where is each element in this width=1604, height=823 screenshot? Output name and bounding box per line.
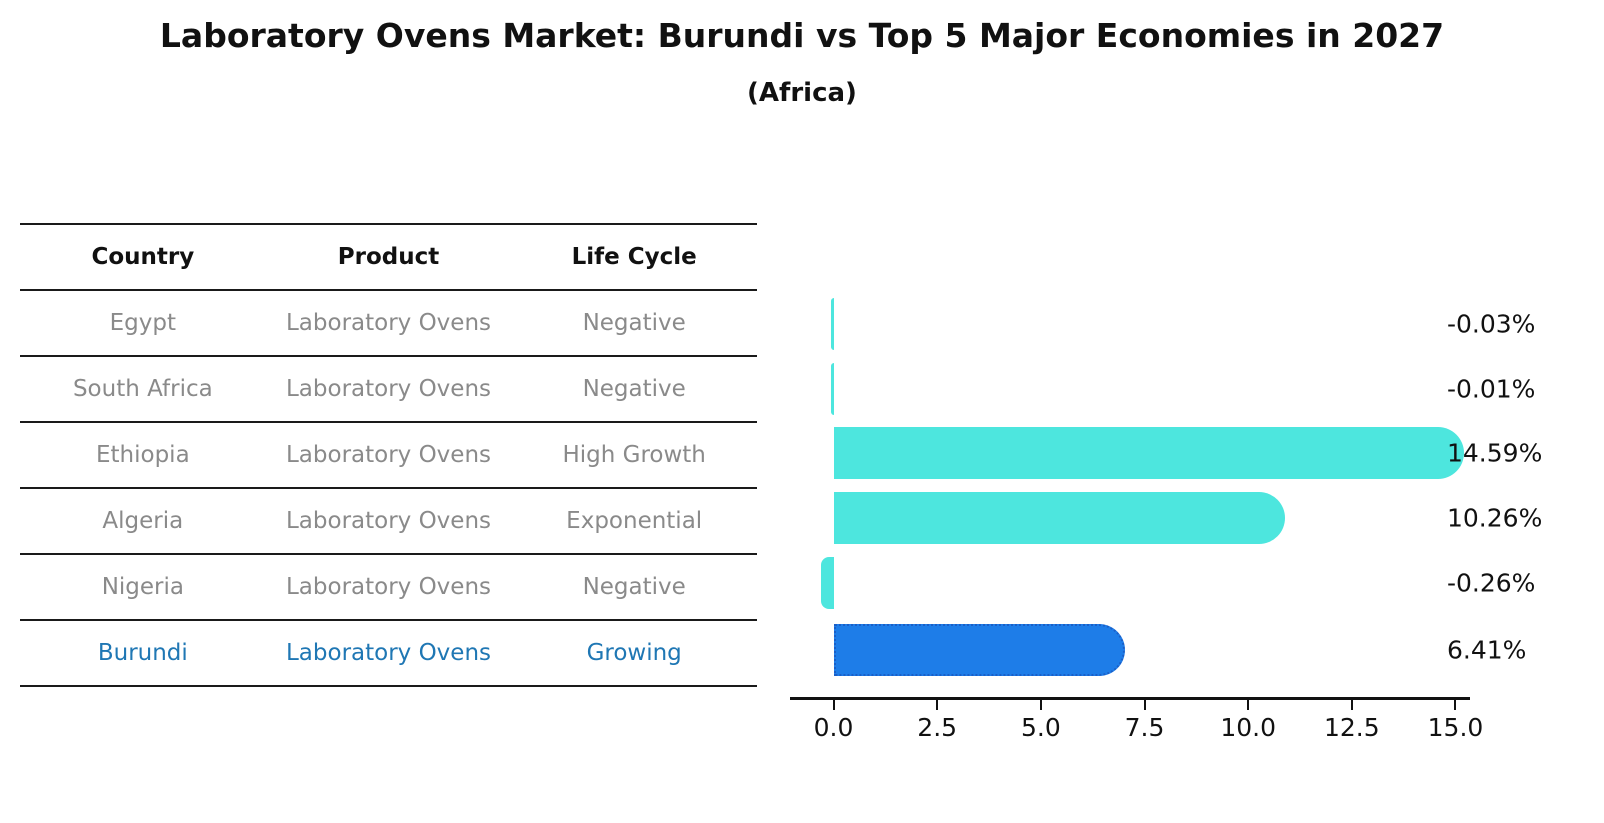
x-axis-tick-label: 2.5 (917, 713, 958, 742)
bar-value-label: -0.03% (1447, 309, 1536, 339)
bar-algeria (833, 492, 1285, 544)
table-cell-life-cycle: Exponential (566, 508, 703, 534)
bar-value-label: 6.41% (1447, 635, 1527, 665)
bar-value-label: 10.26% (1447, 503, 1543, 533)
x-axis-tick (832, 699, 835, 710)
table-cell-country: Algeria (102, 508, 184, 534)
x-axis-tick-label: 7.5 (1124, 713, 1165, 742)
table-cell-product: Laboratory Ovens (285, 310, 492, 336)
x-axis-tick-label: 15.0 (1427, 713, 1484, 742)
x-axis-tick-label: 0.0 (813, 713, 854, 742)
table-row: Egypt Laboratory Ovens Negative (20, 289, 757, 355)
table-cell-country: Egypt (109, 310, 177, 336)
bar-south-africa (831, 363, 834, 415)
table-cell-country: South Africa (72, 376, 213, 402)
table-row: South Africa Laboratory Ovens Negative (20, 355, 757, 421)
table-header-country: Country (91, 244, 195, 270)
summary-table: Country Product Life Cycle Egypt Laboratory … (20, 223, 757, 687)
x-axis-tick-label: 10.0 (1220, 713, 1276, 742)
table-cell-country: Nigeria (101, 574, 184, 600)
bar-egypt (830, 298, 834, 350)
bar-ethiopia (833, 427, 1465, 479)
table-cell-life-cycle: Negative (582, 376, 686, 402)
table-row: Nigeria Laboratory Ovens Negative (20, 553, 757, 619)
bar-value-label: -0.26% (1447, 568, 1536, 598)
table-cell-product: Laboratory Ovens (285, 376, 492, 402)
table-row: Ethiopia Laboratory Ovens High Growth (20, 421, 757, 487)
table-cell-product: Laboratory Ovens (285, 640, 492, 666)
table-cell-life-cycle: High Growth (562, 442, 706, 468)
table-cell-product: Laboratory Ovens (285, 508, 492, 534)
x-axis-tick (936, 699, 939, 710)
table-cell-life-cycle: Growing (586, 640, 682, 666)
bar-value-label: -0.01% (1447, 374, 1536, 404)
table-cell-product: Laboratory Ovens (285, 442, 492, 468)
x-axis-tick-label: 12.5 (1323, 713, 1380, 742)
page-subtitle: (Africa) (747, 78, 857, 108)
bar-nigeria (821, 557, 834, 609)
table-header-product: Product (337, 244, 440, 270)
bar-value-label: 14.59% (1447, 438, 1543, 468)
x-axis-tick (1247, 699, 1250, 710)
table-header-row: Country Product Life Cycle (20, 223, 757, 289)
x-axis-tick (1454, 699, 1457, 710)
table-cell-life-cycle: Negative (582, 310, 686, 336)
x-axis-tick (1143, 699, 1146, 710)
bar-burundi (833, 624, 1126, 676)
table-row: Algeria Laboratory Ovens Exponential (20, 487, 757, 553)
page-title: Laboratory Ovens Market: Burundi vs Top … (159, 16, 1445, 55)
x-axis-tick (1039, 699, 1042, 710)
table-header-life-cycle: Life Cycle (571, 244, 697, 270)
table-cell-product: Laboratory Ovens (285, 574, 492, 600)
table-row: Burundi Laboratory Ovens Growing (20, 619, 757, 687)
table-cell-life-cycle: Negative (582, 574, 686, 600)
x-axis-tick-label: 5.0 (1020, 713, 1061, 742)
x-axis (790, 697, 1470, 700)
x-axis-tick (1350, 699, 1353, 710)
table-cell-country: Ethiopia (95, 442, 190, 468)
table-cell-country: Burundi (97, 640, 188, 666)
